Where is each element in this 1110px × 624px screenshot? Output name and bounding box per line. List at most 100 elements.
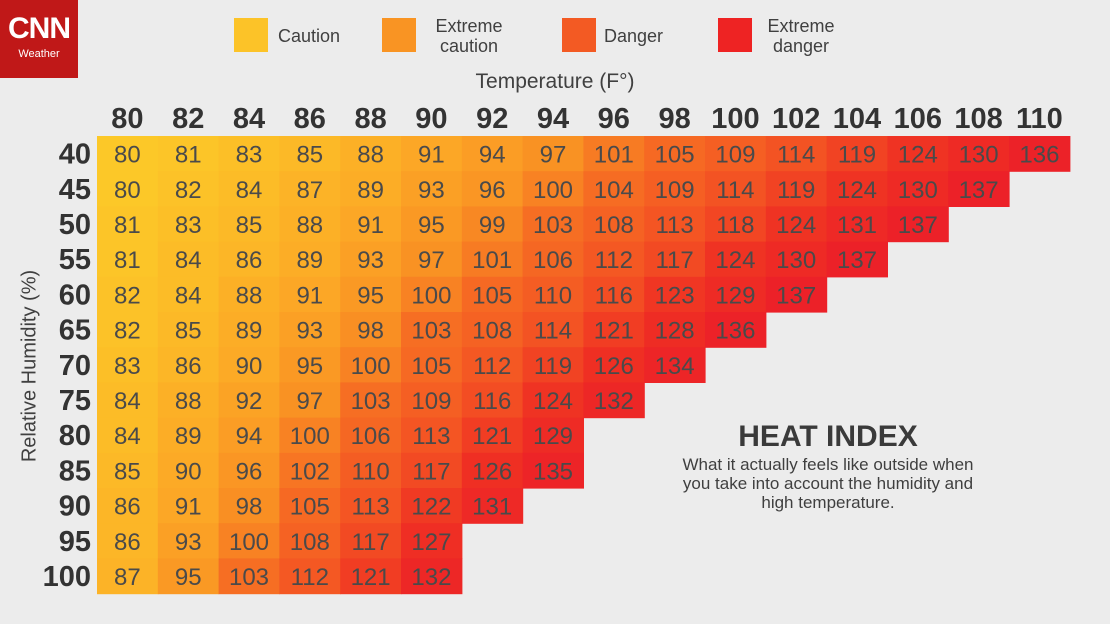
heat-cell: [340, 206, 402, 243]
cell-value: 105: [411, 353, 451, 380]
cell-value: 112: [473, 353, 511, 380]
cell-value: 94: [236, 423, 263, 450]
cell-value: 137: [959, 177, 999, 204]
heat-cell: [157, 452, 220, 489]
heat-cell: [401, 558, 463, 595]
cell-value: 95: [296, 353, 323, 380]
heat-cell: [887, 171, 949, 207]
legend-label-extreme-caution: Extreme caution: [435, 16, 503, 56]
heat-cell: [97, 347, 159, 383]
cell-value: 129: [533, 423, 573, 450]
heat-cell: [765, 276, 828, 313]
heat-cell: [97, 171, 159, 207]
legend-swatch-danger: [562, 18, 596, 52]
heat-cell: [401, 136, 463, 172]
heat-cell: [157, 347, 220, 383]
heat-cell: [644, 206, 706, 243]
heat-cell: [583, 171, 645, 207]
cell-value: 93: [175, 529, 202, 556]
x-tick-label: 90: [415, 103, 447, 135]
heat-cell: [887, 136, 949, 172]
heat-cell: [522, 206, 584, 243]
cell-value: 96: [479, 177, 506, 204]
heat-cell: [826, 241, 888, 278]
cell-value: 93: [357, 247, 384, 274]
logo-sub: Weather: [18, 48, 60, 60]
heat-cell: [340, 276, 402, 313]
heat-cell: [340, 312, 402, 348]
heat-cell: [340, 171, 402, 207]
heat-cell: [279, 206, 341, 243]
cell-value: 91: [296, 282, 323, 309]
legend-item-extreme-danger: Extreme danger: [718, 16, 858, 56]
heat-cell: [644, 312, 706, 348]
y-tick-label: 40: [59, 139, 91, 171]
cell-value: 95: [175, 564, 202, 591]
heat-cell: [583, 382, 645, 419]
heat-cell: [401, 382, 463, 419]
cell-value: 100: [229, 529, 269, 556]
heat-cell: [461, 241, 524, 278]
cell-value: 101: [594, 142, 634, 169]
heat-cell: [461, 347, 524, 383]
heat-cell: [765, 171, 828, 207]
cell-value: 97: [418, 247, 445, 274]
y-tick-label: 85: [59, 455, 91, 487]
cell-value: 105: [290, 494, 330, 521]
x-tick-label: 88: [354, 103, 386, 135]
cell-value: 88: [296, 212, 323, 239]
cell-value: 85: [236, 212, 263, 239]
heat-cell: [461, 276, 524, 313]
heat-cell: [279, 523, 341, 559]
cell-value: 136: [715, 318, 755, 345]
heat-cell: [705, 241, 767, 278]
cell-value: 84: [236, 177, 263, 204]
cell-value: 106: [351, 423, 391, 450]
cell-value: 114: [534, 318, 572, 345]
cell-value: 89: [236, 318, 263, 345]
cell-value: 117: [351, 529, 389, 556]
heat-cell: [522, 382, 584, 419]
heat-cell: [279, 312, 341, 348]
cell-value: 89: [175, 423, 202, 450]
heat-cell: [218, 136, 280, 172]
cell-value: 118: [716, 212, 754, 239]
heat-cell: [948, 136, 1010, 172]
heat-cell: [948, 171, 1010, 207]
cell-value: 132: [411, 564, 451, 591]
heat-cell: [279, 136, 341, 172]
cell-value: 130: [898, 177, 938, 204]
cell-value: 103: [229, 564, 269, 591]
heat-cell: [401, 347, 463, 383]
heat-cell: [97, 558, 159, 595]
x-tick-label: 86: [294, 103, 326, 135]
heat-cell: [765, 136, 828, 172]
legend-swatch-extreme-danger: [718, 18, 752, 52]
heat-cell: [157, 312, 220, 348]
x-tick-label: 94: [537, 103, 569, 135]
heat-cell: [522, 276, 584, 313]
cell-value: 98: [236, 494, 263, 521]
y-tick-label: 65: [59, 315, 91, 347]
cell-value: 83: [236, 142, 263, 169]
cell-value: 100: [533, 177, 573, 204]
cell-value: 114: [777, 142, 815, 169]
heat-cell: [157, 241, 220, 278]
heat-cell: [340, 558, 402, 595]
cell-value: 113: [351, 494, 389, 521]
heat-cell: [218, 382, 280, 419]
cell-value: 123: [655, 282, 695, 309]
cell-value: 90: [236, 353, 263, 380]
x-tick-label: 84: [233, 103, 265, 135]
heat-cell: [218, 452, 280, 489]
heat-cell: [218, 558, 280, 595]
heat-cell: [218, 347, 280, 383]
heat-cell: [279, 241, 341, 278]
heat-cell: [340, 136, 402, 172]
cell-value: 95: [418, 212, 445, 239]
cell-value: 110: [351, 458, 389, 485]
cell-value: 119: [534, 353, 572, 380]
heat-cell: [461, 171, 524, 207]
heat-cell: [401, 241, 463, 278]
